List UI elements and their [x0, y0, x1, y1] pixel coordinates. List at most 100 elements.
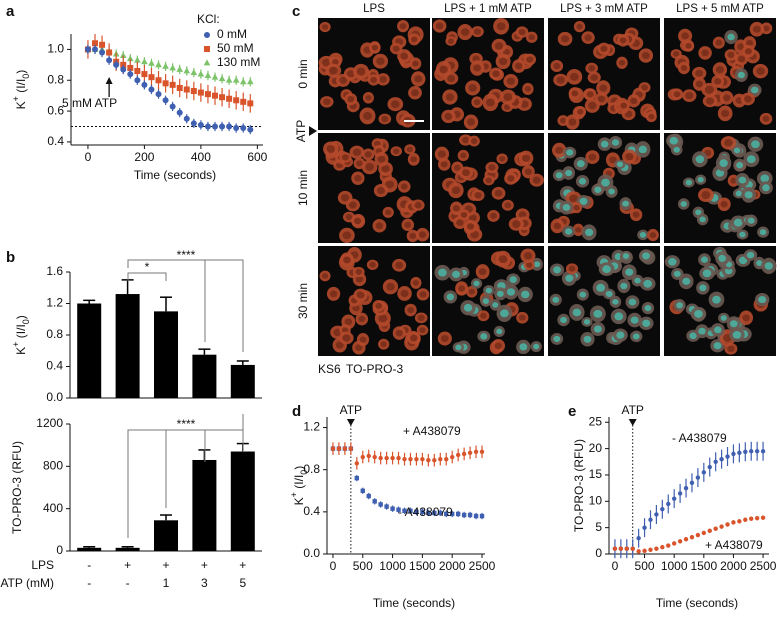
cell-interior	[762, 115, 770, 122]
marker	[737, 450, 742, 456]
cell-interior	[619, 37, 627, 44]
cell-interior	[451, 270, 461, 279]
marker	[99, 49, 106, 56]
marker	[134, 56, 141, 63]
legend-title: KCl:	[197, 12, 220, 26]
cell-interior	[381, 115, 389, 123]
cell-interior	[343, 256, 351, 264]
cell-interior	[326, 145, 336, 153]
cell-interior	[358, 315, 366, 323]
y-tick-label: 0.4	[47, 134, 64, 148]
significance-bracket	[127, 272, 167, 281]
cell-interior	[752, 25, 761, 33]
marker	[713, 526, 718, 531]
y-axis-label: TO-PRO-3 (RFU)	[10, 441, 24, 534]
cell-interior	[676, 302, 683, 309]
cell-interior	[682, 277, 691, 286]
cell-interior	[715, 66, 724, 74]
marker	[749, 449, 754, 454]
cell-interior	[620, 102, 628, 109]
cell-interior	[494, 342, 503, 350]
x-tick-label: 1	[163, 576, 170, 590]
cell-interior	[506, 288, 516, 296]
cell-interior	[744, 191, 753, 199]
cell-interior	[743, 95, 752, 103]
x-tick-label: 2000	[439, 559, 466, 573]
marker	[232, 76, 240, 83]
cell-interior	[553, 335, 561, 343]
marker	[648, 547, 653, 552]
cell-interior	[460, 28, 470, 36]
cell-interior	[404, 221, 412, 228]
y-tick-label: 0.8	[303, 462, 320, 476]
x-tick-label: -	[87, 558, 91, 572]
marker	[648, 517, 653, 522]
cell-interior	[524, 86, 532, 92]
cell-interior	[444, 112, 453, 120]
cell-interior	[685, 179, 693, 186]
y-axis-label-part: (I/I	[292, 475, 306, 492]
bar	[154, 311, 178, 398]
cell-interior	[625, 268, 634, 276]
y-tick-label: 0.0	[303, 546, 320, 560]
cell-interior	[322, 24, 329, 30]
cell-interior	[379, 75, 387, 83]
cell-interior	[648, 113, 655, 120]
cell-interior	[713, 342, 722, 350]
marker	[218, 75, 226, 82]
cell-interior	[440, 161, 448, 168]
cell-interior	[356, 291, 365, 299]
marker	[190, 88, 197, 95]
cell-interior	[570, 72, 579, 81]
cell-interior	[523, 251, 533, 260]
cell-interior	[418, 231, 427, 239]
marker	[169, 64, 176, 71]
marker	[760, 515, 766, 520]
cell-interior	[673, 270, 681, 278]
bar	[77, 303, 102, 398]
column-header: LPS	[363, 3, 385, 15]
cell-interior	[608, 188, 615, 195]
panel-letter: e	[568, 403, 576, 420]
cell-interior	[724, 138, 733, 147]
marker	[438, 456, 443, 462]
cell-interior	[555, 146, 564, 154]
marker	[99, 41, 106, 48]
cell-interior	[371, 44, 379, 51]
cell-interior	[377, 186, 385, 195]
y-axis-label-part: (I/I	[14, 324, 28, 341]
cell-interior	[634, 277, 641, 284]
marker	[390, 455, 395, 461]
y-axis-label-part: )	[292, 466, 306, 470]
cell-interior	[644, 305, 652, 312]
cell-interior	[588, 101, 597, 110]
marker	[155, 61, 162, 68]
cell-interior	[668, 257, 677, 266]
cell-interior	[571, 90, 579, 97]
marker	[372, 499, 377, 504]
x-tick-label: -	[87, 576, 91, 590]
cell-interior	[496, 22, 506, 31]
cell-interior	[560, 316, 567, 324]
x-tick-label: 1000	[661, 559, 688, 573]
marker	[92, 46, 98, 53]
cell-interior	[565, 169, 573, 177]
marker	[360, 488, 365, 493]
y-tick-label: 0.0	[46, 390, 63, 404]
cell-interior	[528, 34, 535, 41]
cell-interior	[323, 98, 331, 106]
cell-interior	[363, 111, 372, 120]
cell-interior	[750, 86, 759, 94]
cell-interior	[395, 329, 403, 337]
cell-interior	[620, 282, 628, 290]
cell-interior	[458, 285, 466, 292]
cell-interior	[694, 310, 703, 318]
cell-interior	[756, 67, 765, 75]
cell-interior	[583, 335, 592, 343]
y-tick-label: 20	[589, 441, 603, 455]
cell-interior	[385, 209, 392, 216]
cell-interior	[440, 335, 449, 343]
marker	[660, 507, 665, 512]
marker	[197, 70, 205, 77]
marker	[402, 508, 407, 513]
